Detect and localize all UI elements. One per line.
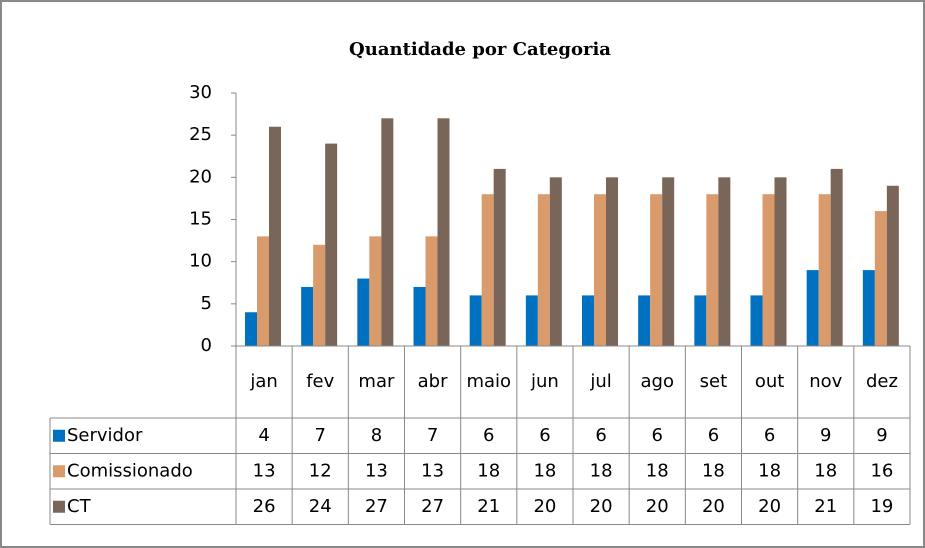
x-tick-label: out bbox=[755, 371, 784, 392]
legend-key bbox=[53, 465, 65, 478]
bar bbox=[357, 278, 370, 346]
bar bbox=[750, 295, 763, 346]
table-value: 13 bbox=[421, 460, 444, 481]
bar bbox=[257, 236, 269, 346]
bar bbox=[638, 295, 651, 346]
bar bbox=[425, 236, 438, 346]
bar bbox=[806, 270, 819, 346]
chart-title: Quantidade por Categoria bbox=[349, 39, 611, 60]
y-tick-label: 5 bbox=[201, 293, 212, 314]
bar bbox=[269, 126, 281, 346]
bar bbox=[549, 177, 562, 346]
table-value: 7 bbox=[315, 425, 326, 446]
bar bbox=[493, 168, 506, 346]
table-value: 20 bbox=[646, 496, 669, 517]
legend-label: Servidor bbox=[67, 425, 143, 446]
table-value: 9 bbox=[820, 425, 831, 446]
legend-key bbox=[53, 500, 65, 513]
table-value: 18 bbox=[814, 460, 837, 481]
bar bbox=[662, 177, 675, 346]
table-value: 18 bbox=[533, 460, 556, 481]
table-value: 20 bbox=[702, 496, 725, 517]
bar bbox=[245, 312, 257, 346]
y-tick-label: 30 bbox=[189, 82, 212, 103]
bar bbox=[481, 194, 494, 346]
table-value: 20 bbox=[758, 496, 781, 517]
bar bbox=[650, 194, 663, 346]
x-tick-label: jun bbox=[530, 371, 559, 392]
table-value: 19 bbox=[870, 496, 893, 517]
x-tick-label: ago bbox=[641, 371, 674, 392]
table-value: 18 bbox=[646, 460, 669, 481]
x-tick-label: dez bbox=[866, 371, 898, 392]
bar bbox=[325, 143, 338, 346]
table-value: 6 bbox=[764, 425, 775, 446]
bar bbox=[469, 295, 482, 346]
bar bbox=[301, 286, 314, 346]
x-tick-label: fev bbox=[306, 371, 334, 392]
table-value: 6 bbox=[708, 425, 719, 446]
table-value: 24 bbox=[309, 496, 332, 517]
table-value: 6 bbox=[539, 425, 550, 446]
table-value: 13 bbox=[365, 460, 388, 481]
y-tick-label: 10 bbox=[189, 251, 212, 272]
y-tick-label: 15 bbox=[189, 209, 212, 230]
bar bbox=[594, 194, 606, 346]
y-tick-label: 0 bbox=[201, 335, 212, 356]
bar bbox=[706, 194, 719, 346]
table-value: 8 bbox=[371, 425, 382, 446]
bar bbox=[369, 236, 382, 346]
x-tick-label: jan bbox=[249, 371, 277, 392]
bar bbox=[582, 295, 594, 346]
table-value: 18 bbox=[702, 460, 725, 481]
x-tick-label: jul bbox=[589, 371, 611, 392]
legend-label: CT bbox=[67, 496, 92, 517]
table-value: 27 bbox=[365, 496, 388, 517]
bar bbox=[762, 194, 775, 346]
bar bbox=[381, 118, 394, 346]
table-value: 13 bbox=[253, 460, 276, 481]
bar bbox=[537, 194, 550, 346]
x-tick-label: maio bbox=[466, 371, 511, 392]
y-tick-label: 20 bbox=[189, 166, 212, 187]
table-value: 26 bbox=[253, 496, 276, 517]
x-tick-label: abr bbox=[418, 371, 448, 392]
table-value: 21 bbox=[814, 496, 837, 517]
table-value: 16 bbox=[870, 460, 893, 481]
table-value: 6 bbox=[595, 425, 606, 446]
bar bbox=[606, 177, 618, 346]
legend-key bbox=[53, 429, 65, 442]
x-tick-label: set bbox=[700, 371, 728, 392]
bar bbox=[774, 177, 787, 346]
table-value: 12 bbox=[309, 460, 332, 481]
table-value: 9 bbox=[876, 425, 887, 446]
legend-label: Comissionado bbox=[67, 460, 193, 481]
x-tick-label: nov bbox=[809, 371, 842, 392]
table-value: 27 bbox=[421, 496, 444, 517]
table-value: 7 bbox=[427, 425, 438, 446]
bar bbox=[694, 295, 707, 346]
table-value: 20 bbox=[590, 496, 613, 517]
bar bbox=[818, 194, 831, 346]
bar bbox=[525, 295, 538, 346]
table-value: 21 bbox=[477, 496, 500, 517]
table-value: 18 bbox=[477, 460, 500, 481]
bar bbox=[437, 118, 450, 346]
table-value: 4 bbox=[258, 425, 269, 446]
table-value: 18 bbox=[590, 460, 613, 481]
bar bbox=[874, 211, 887, 346]
bar bbox=[718, 177, 731, 346]
bar bbox=[862, 270, 875, 346]
y-tick-label: 25 bbox=[189, 124, 212, 145]
table-value: 6 bbox=[483, 425, 494, 446]
bar bbox=[830, 168, 843, 346]
bar bbox=[313, 244, 326, 346]
x-tick-label: mar bbox=[358, 371, 395, 392]
bar bbox=[413, 286, 426, 346]
bar bbox=[886, 185, 899, 346]
table-value: 20 bbox=[533, 496, 556, 517]
table-value: 6 bbox=[652, 425, 663, 446]
table-value: 18 bbox=[758, 460, 781, 481]
